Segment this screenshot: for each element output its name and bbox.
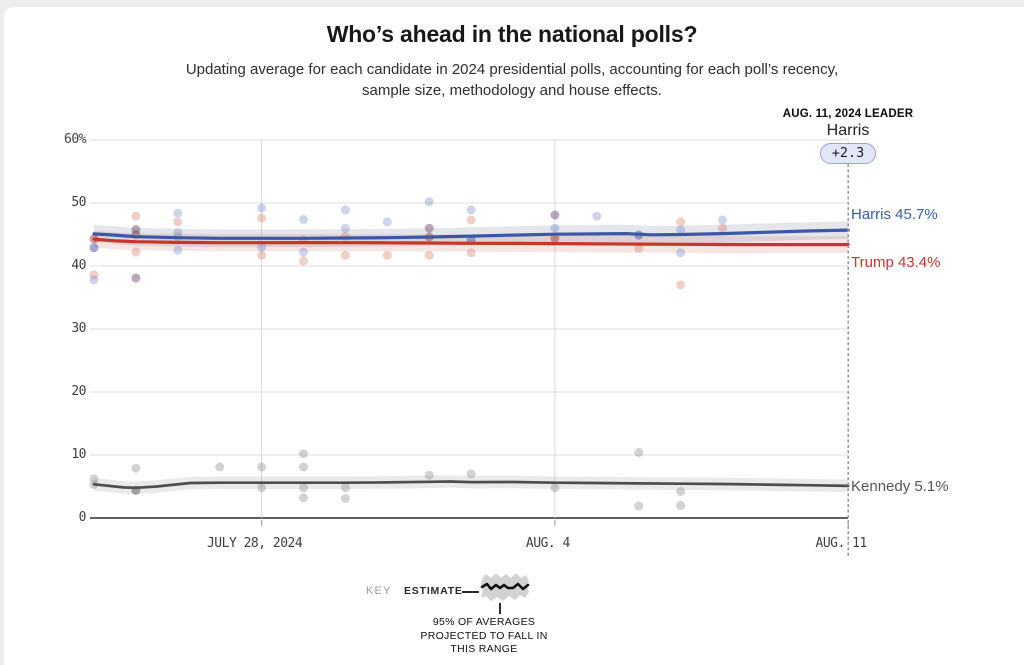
poll-dot <box>131 273 141 283</box>
poll-dot <box>634 243 644 253</box>
poll-dot <box>299 449 308 459</box>
leader-date-label: AUG. 11, 2024 LEADER <box>782 108 914 120</box>
key-tick-line <box>499 603 501 614</box>
poll-dot <box>634 448 644 457</box>
estimate-label: ESTIMATE <box>404 585 463 597</box>
poll-dot <box>718 223 727 233</box>
poll-dot <box>676 280 686 290</box>
poll-dot <box>173 228 183 238</box>
poll-dot <box>257 483 267 493</box>
poll-dot <box>382 217 392 227</box>
poll-dot <box>718 215 727 225</box>
key-label: KEY <box>366 585 392 597</box>
x-axis-label-day11: AUG. 4 <box>525 536 570 551</box>
poll-dot <box>215 462 225 472</box>
poll-dot <box>131 247 141 257</box>
poll-dot <box>466 469 476 479</box>
y-axis-label-20: 20 <box>71 384 86 399</box>
poll-dot <box>340 223 350 233</box>
poll-dot <box>173 208 183 218</box>
page-title: Who’s ahead in the national polls? <box>326 21 698 47</box>
trend-line-trump <box>92 237 850 247</box>
poll-dot <box>424 197 434 207</box>
poll-dot <box>173 217 183 227</box>
poll-dot <box>257 203 267 213</box>
poll-dot <box>676 217 686 227</box>
y-axis-label-40: 40 <box>71 258 86 273</box>
key-caption-line1: 95% OF AVERAGES <box>432 616 536 628</box>
poll-dot <box>550 483 560 493</box>
trend-line-harris <box>92 228 850 240</box>
poll-dot <box>676 500 686 510</box>
y-axis-label-50: 50 <box>71 195 86 210</box>
leader-margin-badge: +2.3 <box>819 143 877 164</box>
y-axis-label-10: 10 <box>71 447 86 462</box>
poll-dot <box>592 211 602 221</box>
poll-dot <box>89 275 99 285</box>
poll-dot <box>131 463 141 473</box>
poll-dot <box>89 270 99 280</box>
poll-dot <box>299 462 308 472</box>
poll-dot <box>257 462 267 472</box>
poll-dot <box>299 256 308 266</box>
poll-dot <box>257 250 267 260</box>
page-subtitle-line1: Updating average for each candidate in 2… <box>185 61 839 78</box>
poll-dot <box>257 242 267 252</box>
y-axis-label-60: 60% <box>64 132 86 147</box>
poll-dot <box>424 470 434 480</box>
poll-dot <box>340 483 350 493</box>
poll-dot <box>340 250 350 260</box>
trend-line-kennedy <box>92 480 850 490</box>
y-axis-label-0: 0 <box>78 510 87 525</box>
leader-annotation: AUG. 11, 2024 LEADER Harris +2.3 <box>748 108 948 164</box>
poll-dot <box>424 223 434 233</box>
page-subtitle-line2: sample size, methodology and house effec… <box>362 82 662 99</box>
poll-dot <box>550 223 560 233</box>
poll-dot <box>550 210 560 220</box>
key-caption-line3: THIS RANGE <box>450 643 518 655</box>
poll-dot <box>299 214 308 224</box>
poll-dot <box>340 205 350 215</box>
poll-dot <box>466 205 476 215</box>
page-subtitle: Updating average for each candidate in 2… <box>0 59 1024 101</box>
poll-dot <box>550 233 560 243</box>
key-caption: 95% OF AVERAGES PROJECTED TO FALL IN THI… <box>389 616 579 657</box>
poll-dot <box>257 213 267 223</box>
leader-name: Harris <box>826 122 870 139</box>
x-axis-label-day4: JULY 28, 2024 <box>206 536 303 551</box>
poll-dot <box>173 245 183 255</box>
band-harris <box>94 221 849 248</box>
key-connector-line <box>462 591 479 593</box>
poll-dot <box>424 250 434 260</box>
poll-dot <box>299 493 308 503</box>
estimate-squiggle-icon <box>480 573 530 601</box>
poll-dot <box>131 211 141 221</box>
poll-dot <box>466 215 476 225</box>
series-label-trump: Trump 43.4% <box>851 253 941 271</box>
poll-dot <box>676 487 686 496</box>
poll-dot <box>89 243 99 253</box>
poll-dot <box>382 250 392 260</box>
band-kennedy <box>94 475 849 495</box>
poll-dot <box>634 501 644 511</box>
series-label-harris: Harris 45.7% <box>851 206 938 224</box>
poll-dot <box>340 494 350 503</box>
chart-card <box>4 7 1024 665</box>
poll-dot <box>299 483 308 493</box>
poll-dot <box>299 247 308 257</box>
x-axis-label-day18: AUG. 11 <box>815 536 868 551</box>
poll-dot <box>676 248 686 258</box>
y-axis-label-30: 30 <box>71 321 86 336</box>
series-label-kennedy: Kennedy 5.1% <box>851 477 949 495</box>
poll-dot <box>466 248 476 258</box>
key-caption-line2: PROJECTED TO FALL IN <box>420 629 548 642</box>
poll-dot <box>89 474 99 484</box>
poll-dot <box>676 225 686 235</box>
